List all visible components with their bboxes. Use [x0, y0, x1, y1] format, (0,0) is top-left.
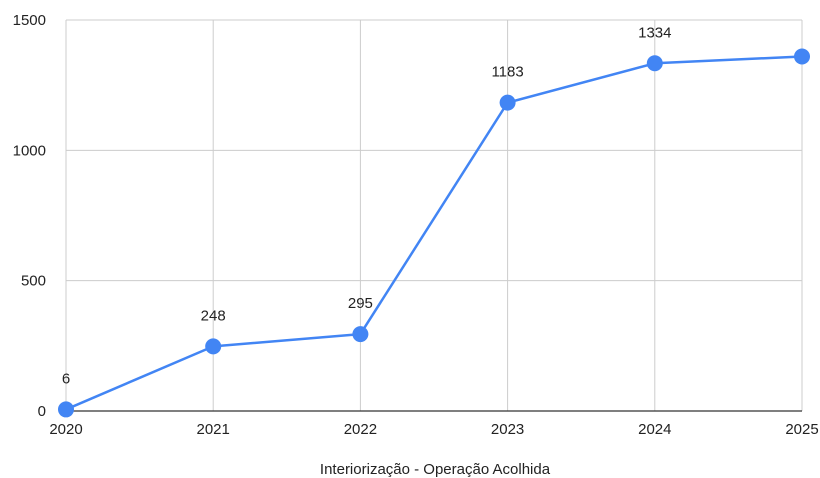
gridlines [65, 19, 803, 411]
data-label: 295 [348, 295, 373, 312]
x-tick-label: 2022 [344, 421, 377, 438]
x-tick-label: 2024 [638, 421, 671, 438]
series-line [65, 55, 803, 411]
x-tick-label: 2025 [785, 421, 818, 438]
data-label: 6 [62, 370, 70, 387]
data-point [646, 55, 663, 72]
data-point [205, 338, 222, 355]
x-axis-ticks: 2020 2021 2022 2023 2024 2025 [49, 421, 818, 438]
data-label: 248 [201, 307, 226, 324]
data-point [58, 401, 74, 418]
data-point [352, 326, 369, 343]
y-tick-label: 1000 [13, 142, 46, 159]
y-tick-label: 1500 [13, 12, 46, 29]
data-label: 1334 [638, 24, 671, 41]
data-labels: 6 248 295 1183 1334 [62, 24, 672, 387]
x-axis-title: Interiorização - Operação Acolhida [320, 461, 551, 478]
y-tick-label: 500 [21, 273, 46, 290]
data-points [58, 48, 810, 418]
y-axis-ticks: 0 500 1000 1500 [13, 12, 46, 420]
data-label: 1183 [491, 64, 523, 81]
y-tick-label: 0 [38, 403, 46, 420]
x-tick-label: 2023 [491, 421, 524, 438]
data-point [499, 94, 516, 111]
x-tick-label: 2021 [197, 421, 230, 438]
x-tick-label: 2020 [49, 421, 82, 438]
data-point [794, 48, 810, 65]
